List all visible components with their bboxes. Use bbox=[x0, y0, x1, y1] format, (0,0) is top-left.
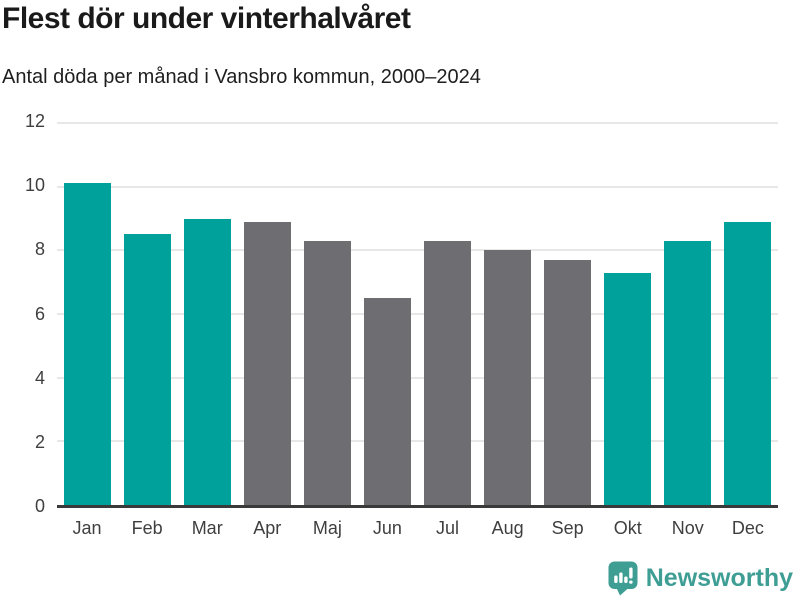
chart-title: Flest dör under vinterhalvåret bbox=[2, 2, 411, 35]
x-tick-label-dec: Dec bbox=[731, 518, 764, 538]
y-tick-label-12: 12 bbox=[24, 111, 45, 131]
bar-mar bbox=[183, 218, 231, 505]
x-tick-label-apr: Apr bbox=[253, 518, 282, 538]
bar-sep bbox=[544, 259, 592, 505]
x-tick-label-maj: Maj bbox=[312, 518, 342, 538]
gridline-y-6 bbox=[57, 313, 778, 315]
bar-jun bbox=[363, 298, 411, 505]
x-tick-label-mar: Mar bbox=[191, 518, 223, 538]
bar-aug bbox=[484, 250, 532, 505]
x-tick-label-feb: Feb bbox=[131, 518, 163, 538]
x-tick-label-jun: Jun bbox=[372, 518, 402, 538]
bar-chart-speech-bubble-icon bbox=[608, 561, 638, 596]
chart-subtitle: Antal döda per månad i Vansbro kommun, 2… bbox=[2, 66, 481, 88]
y-tick-label-0: 0 bbox=[34, 496, 45, 516]
bar-feb bbox=[123, 234, 171, 505]
bar-maj bbox=[303, 240, 351, 505]
gridline-y-8 bbox=[57, 249, 778, 252]
x-tick-label-jul: Jul bbox=[435, 518, 459, 538]
newsworthy-logo: Newsworthy bbox=[608, 561, 793, 596]
bar-okt bbox=[604, 272, 652, 505]
gridline-y-10 bbox=[57, 185, 778, 188]
y-tick-label-10: 10 bbox=[24, 175, 45, 196]
y-tick-label-8: 8 bbox=[34, 239, 45, 260]
x-axis-labels: Jan Feb Mar Apr Maj Jun Jul Aug Sep Okt Nov Dec bbox=[57, 518, 778, 539]
bar-apr bbox=[243, 221, 291, 505]
bar-dec bbox=[724, 221, 772, 505]
bar-jan bbox=[63, 183, 111, 505]
x-tick-label-okt: Okt bbox=[613, 518, 642, 538]
y-tick-label-6: 6 bbox=[34, 303, 45, 324]
plot-area bbox=[57, 122, 778, 508]
x-tick-label-nov: Nov bbox=[671, 518, 704, 538]
y-tick-label-2: 2 bbox=[34, 431, 45, 452]
y-tick-label-4: 4 bbox=[34, 367, 45, 388]
gridline-y-2 bbox=[57, 440, 778, 443]
x-tick-label-aug: Aug bbox=[491, 518, 524, 538]
bar-nov bbox=[664, 240, 712, 505]
bar-series bbox=[57, 123, 778, 505]
gridline-y-4 bbox=[57, 376, 778, 379]
brand-name: Newsworthy bbox=[645, 564, 793, 592]
gridline-y-12 bbox=[57, 122, 778, 124]
x-tick-label-jan: Jan bbox=[72, 518, 102, 538]
y-axis-labels: 0 2 4 6 8 10 12 bbox=[0, 111, 45, 516]
bar-jul bbox=[424, 240, 471, 505]
x-tick-label-sep: Sep bbox=[551, 518, 584, 538]
